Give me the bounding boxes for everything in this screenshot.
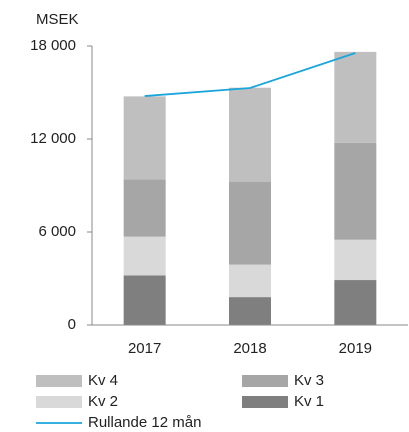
bar-segment bbox=[334, 239, 377, 281]
legend-swatch bbox=[242, 375, 288, 387]
x-tick-label: 2018 bbox=[233, 340, 266, 357]
legend-swatch bbox=[242, 396, 288, 408]
legend-label: Rullande 12 mån bbox=[88, 414, 201, 431]
legend-label: Kv 2 bbox=[88, 393, 118, 410]
legend-label: Kv 4 bbox=[88, 372, 118, 389]
bar-segment bbox=[123, 179, 166, 237]
legend-swatch bbox=[36, 396, 82, 408]
bar-segment bbox=[334, 142, 377, 240]
bar-segment bbox=[123, 236, 166, 276]
bar-segment bbox=[229, 181, 271, 265]
legend-label: Kv 3 bbox=[294, 372, 324, 389]
line-series bbox=[144, 52, 356, 97]
bar-segment bbox=[229, 297, 271, 325]
x-tick-label: 2019 bbox=[339, 340, 372, 357]
bar-segment bbox=[229, 264, 271, 298]
legend-swatch bbox=[36, 375, 82, 387]
x-tick-label: 2017 bbox=[128, 340, 161, 357]
bar-segment bbox=[123, 275, 166, 325]
y-tick-label: 0 bbox=[68, 316, 76, 333]
y-tick-label: 12 000 bbox=[30, 130, 76, 147]
bar-segment bbox=[334, 280, 377, 325]
bar-segment bbox=[334, 51, 377, 143]
y-tick-label: 18 000 bbox=[30, 37, 76, 54]
y-axis-label: MSEK bbox=[36, 11, 79, 28]
bar-segment bbox=[229, 87, 271, 182]
y-tick-label: 6 000 bbox=[38, 223, 76, 240]
legend-label: Kv 1 bbox=[294, 393, 324, 410]
bar-segment bbox=[123, 96, 166, 180]
